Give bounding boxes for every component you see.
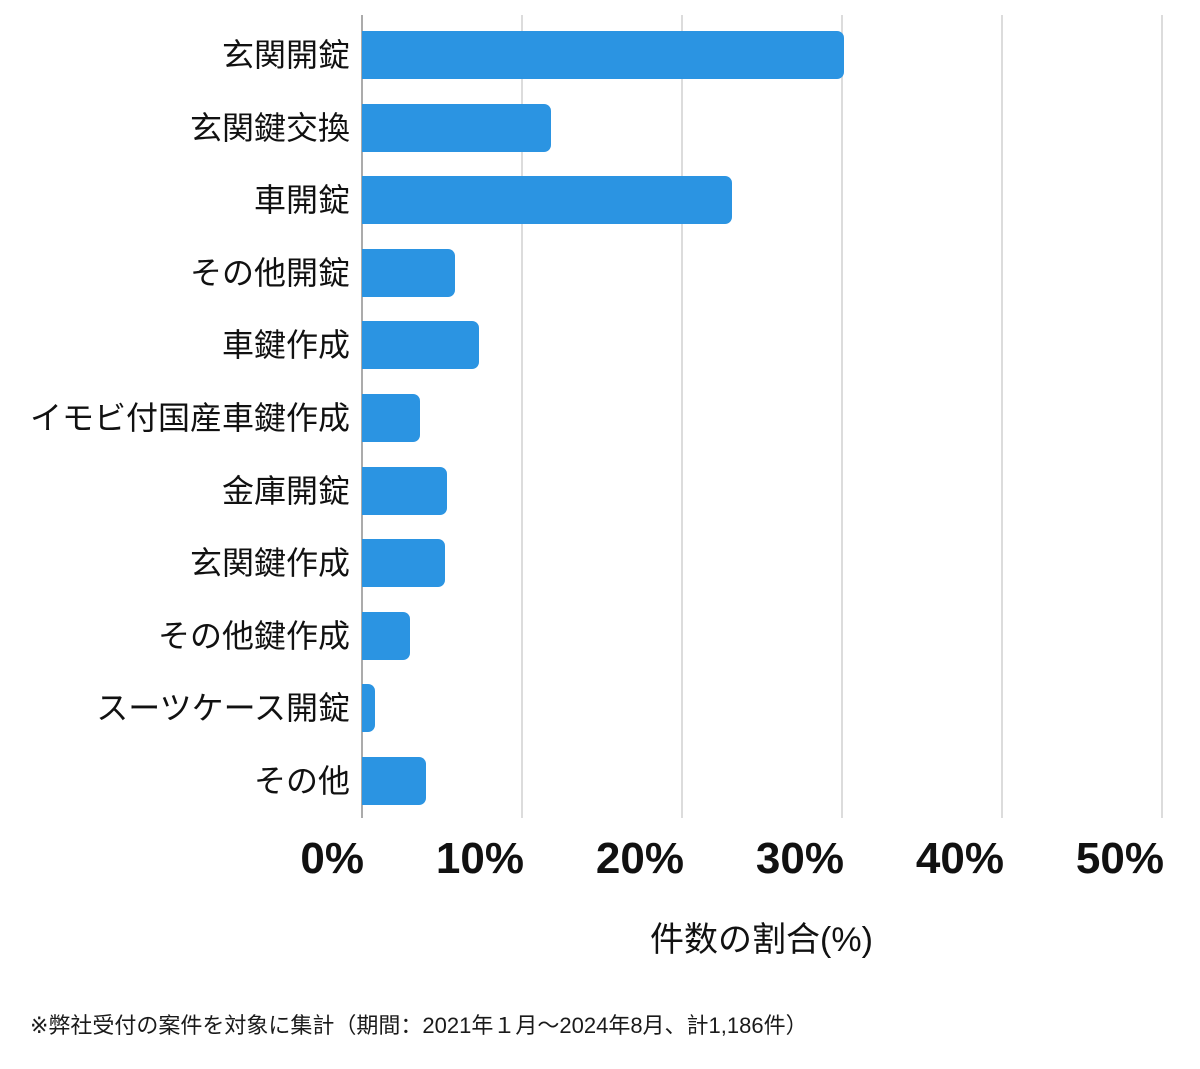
bar-row: その他鍵作成 (0, 611, 1200, 660)
category-label: 金庫開錠 (221, 472, 350, 509)
gridline-20pct (681, 15, 683, 818)
category-label: スーツケース開錠 (96, 690, 350, 727)
bar (362, 466, 447, 515)
bar (362, 103, 551, 152)
category-label: 車鍵作成 (221, 327, 350, 364)
x-tick-label: 10% (435, 834, 524, 883)
bar (362, 176, 733, 225)
bar-row: 車開錠 (0, 176, 1200, 225)
category-label: その他鍵作成 (157, 617, 350, 654)
category-label: 玄関開錠 (221, 37, 350, 73)
bar (362, 394, 420, 442)
bar (362, 684, 375, 733)
x-tick-label: 30% (755, 834, 844, 883)
category-label: 玄関鍵交換 (189, 109, 350, 146)
bar (362, 539, 446, 588)
x-tick-label: 0% (300, 834, 364, 883)
bar (362, 757, 427, 805)
bar-row: スーツケース開錠 (0, 684, 1200, 733)
gridline-30pct (841, 15, 843, 818)
bar-row: 玄関開錠 (0, 31, 1200, 79)
category-label: その他開錠 (189, 254, 350, 291)
bar-row: 玄関鍵作成 (0, 539, 1200, 588)
bar-row: 玄関鍵交換 (0, 103, 1200, 152)
bar-row: その他 (0, 757, 1200, 805)
bar (362, 321, 479, 370)
bar-row: その他開錠 (0, 248, 1200, 297)
x-axis-title: 件数の割合(%) (650, 921, 873, 959)
bar-row: 金庫開錠 (0, 466, 1200, 515)
bar (362, 31, 845, 79)
category-label: イモビ付国産車鍵作成 (29, 400, 350, 436)
category-label: 車開錠 (253, 182, 350, 219)
category-label: その他 (253, 763, 350, 799)
x-tick-label: 20% (595, 834, 684, 883)
bar-row: 車鍵作成 (0, 321, 1200, 370)
bar-row: イモビ付国産車鍵作成 (0, 394, 1200, 442)
gridline-40pct (1001, 15, 1003, 818)
bar (362, 248, 455, 297)
gridline-10pct (521, 15, 523, 818)
x-tick-label: 50% (1075, 834, 1164, 883)
x-tick-label: 40% (915, 834, 1004, 883)
category-label: 玄関鍵作成 (189, 545, 350, 582)
footnote: ※弊社受付の案件を対象に集計（期間：2021年１月～2024年8月、計1,186… (30, 1013, 808, 1038)
bar (362, 611, 411, 660)
gridline-50pct (1161, 15, 1163, 818)
